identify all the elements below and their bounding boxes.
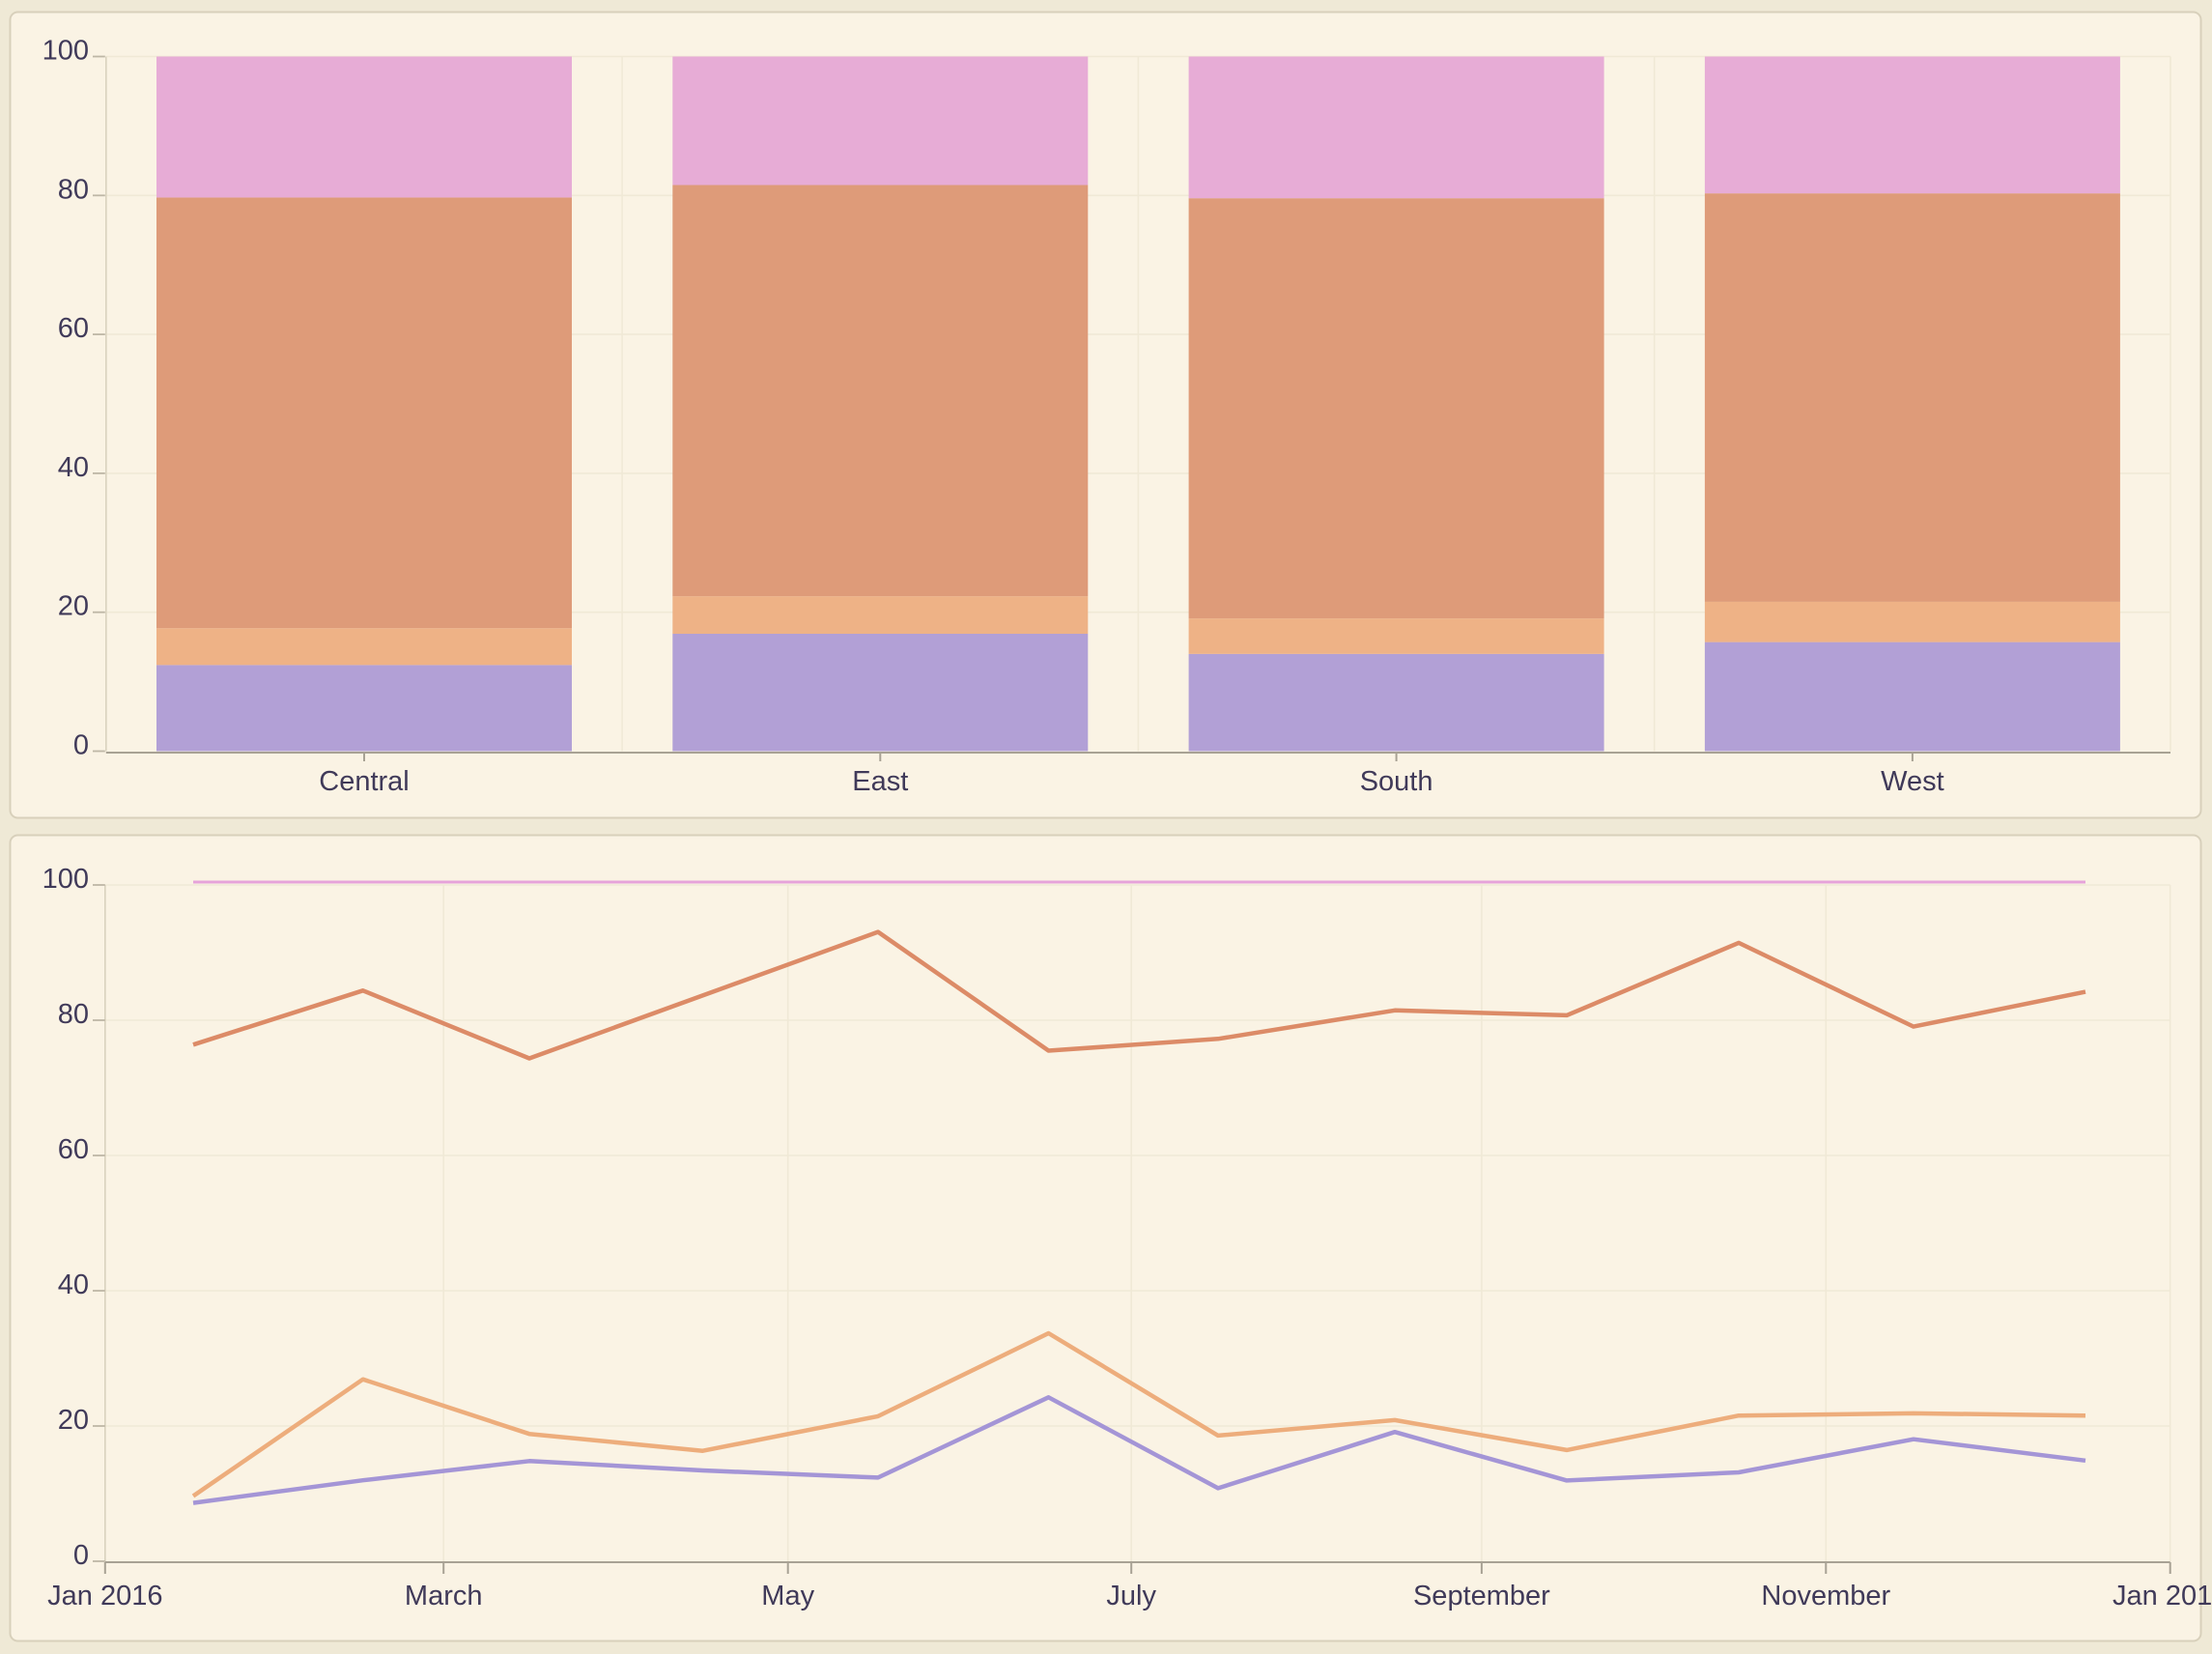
svg-text:40: 40 xyxy=(58,1269,89,1300)
svg-text:60: 60 xyxy=(58,313,89,344)
svg-text:20: 20 xyxy=(58,591,89,622)
svg-text:September: September xyxy=(1413,1581,1550,1611)
svg-text:Jan 2017: Jan 2017 xyxy=(2113,1581,2212,1611)
svg-text:July: July xyxy=(1106,1581,1156,1611)
svg-text:Central: Central xyxy=(319,766,410,797)
svg-text:West: West xyxy=(1881,766,1944,797)
svg-text:100: 100 xyxy=(43,36,89,67)
svg-text:40: 40 xyxy=(58,452,89,483)
svg-text:East: East xyxy=(852,766,908,797)
svg-text:80: 80 xyxy=(58,174,89,205)
svg-text:March: March xyxy=(405,1581,483,1611)
svg-text:0: 0 xyxy=(73,730,89,761)
svg-text:80: 80 xyxy=(58,999,89,1030)
svg-text:20: 20 xyxy=(58,1405,89,1436)
svg-text:60: 60 xyxy=(58,1134,89,1165)
svg-text:100: 100 xyxy=(43,864,89,895)
svg-text:South: South xyxy=(1360,766,1433,797)
svg-text:November: November xyxy=(1761,1581,1890,1611)
svg-text:May: May xyxy=(761,1581,814,1611)
svg-text:0: 0 xyxy=(73,1540,89,1571)
svg-text:Jan 2016: Jan 2016 xyxy=(47,1581,162,1611)
